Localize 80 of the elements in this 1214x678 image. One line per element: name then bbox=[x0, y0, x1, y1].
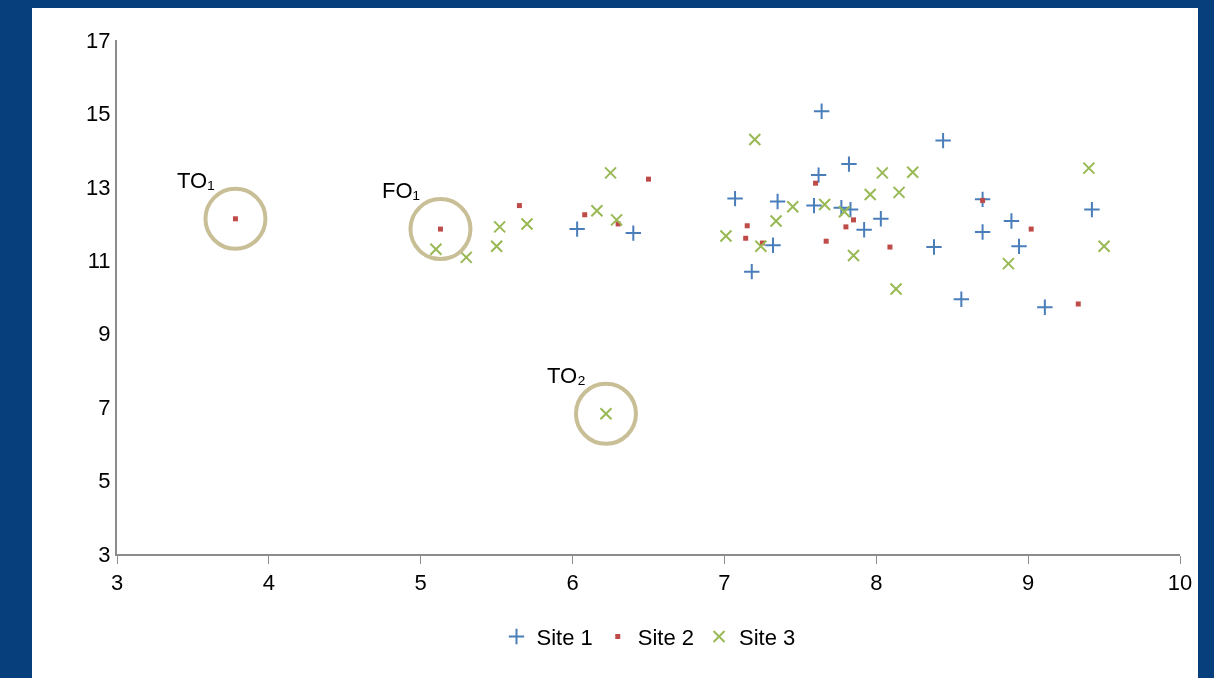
point bbox=[952, 290, 971, 308]
y-tick-label: 11 bbox=[87, 247, 111, 273]
point bbox=[863, 188, 877, 202]
x-tick-label: 10 bbox=[1167, 570, 1193, 596]
point bbox=[855, 221, 873, 239]
point bbox=[809, 166, 828, 184]
point bbox=[889, 282, 903, 296]
point bbox=[887, 244, 893, 250]
point bbox=[610, 213, 624, 227]
annotation: FO₁ bbox=[382, 178, 420, 203]
point bbox=[516, 203, 522, 209]
point bbox=[764, 236, 782, 254]
point bbox=[906, 165, 920, 179]
point bbox=[1010, 237, 1028, 256]
point bbox=[604, 166, 618, 180]
point bbox=[1075, 301, 1081, 307]
legend-label: Site 1 bbox=[536, 625, 593, 651]
point bbox=[624, 224, 643, 242]
point bbox=[843, 224, 849, 230]
point bbox=[490, 239, 504, 253]
point bbox=[875, 166, 889, 180]
point bbox=[841, 200, 860, 219]
point bbox=[837, 205, 851, 219]
point bbox=[726, 189, 744, 208]
point bbox=[743, 262, 761, 281]
point bbox=[1002, 212, 1021, 230]
y-tick-label: 5 bbox=[98, 468, 111, 494]
point bbox=[743, 235, 749, 241]
point bbox=[840, 155, 858, 173]
point bbox=[769, 214, 783, 228]
y-tick-label: 9 bbox=[98, 321, 111, 347]
point bbox=[719, 229, 733, 243]
y-tick-label: 3 bbox=[98, 541, 111, 567]
y-tick-label: 7 bbox=[98, 394, 111, 420]
point bbox=[818, 197, 832, 211]
point bbox=[1082, 161, 1096, 175]
x-tick-label: 7 bbox=[718, 570, 731, 596]
point bbox=[1001, 257, 1015, 271]
point bbox=[646, 176, 651, 182]
point bbox=[493, 220, 507, 234]
x-tick-label: 9 bbox=[1022, 570, 1035, 596]
y-tick-label: 15 bbox=[86, 101, 111, 127]
point bbox=[590, 204, 604, 218]
point bbox=[847, 249, 861, 263]
point bbox=[748, 133, 762, 146]
point bbox=[459, 250, 473, 264]
x-tick-label: 8 bbox=[870, 570, 883, 596]
legend-label: Site 3 bbox=[739, 625, 796, 651]
point bbox=[823, 238, 829, 244]
x-tick-label: 6 bbox=[566, 570, 579, 596]
x-tick-label: 5 bbox=[414, 570, 427, 596]
legend-label: Site 2 bbox=[637, 625, 695, 651]
point bbox=[520, 217, 534, 231]
point bbox=[1036, 298, 1054, 316]
point bbox=[973, 190, 992, 209]
x-tick-label: 4 bbox=[262, 570, 275, 596]
point bbox=[812, 102, 831, 120]
annotation: TO₂ bbox=[547, 363, 586, 388]
point bbox=[1083, 200, 1101, 219]
y-tick-label: 13 bbox=[86, 174, 111, 200]
point bbox=[744, 223, 750, 229]
point bbox=[973, 223, 992, 241]
point bbox=[851, 217, 857, 223]
point bbox=[980, 197, 986, 203]
point bbox=[805, 196, 823, 215]
point bbox=[934, 131, 952, 150]
point bbox=[1028, 226, 1034, 232]
point bbox=[892, 185, 906, 199]
point bbox=[813, 180, 819, 186]
point bbox=[568, 220, 586, 238]
point bbox=[1097, 239, 1111, 253]
point bbox=[786, 200, 800, 214]
point bbox=[429, 242, 443, 256]
y-tick-label: 17 bbox=[86, 27, 111, 53]
annotation: TO₁ bbox=[177, 168, 215, 193]
point bbox=[582, 212, 588, 218]
point bbox=[754, 239, 768, 253]
point bbox=[872, 210, 890, 228]
point bbox=[925, 238, 943, 256]
point bbox=[768, 192, 787, 211]
